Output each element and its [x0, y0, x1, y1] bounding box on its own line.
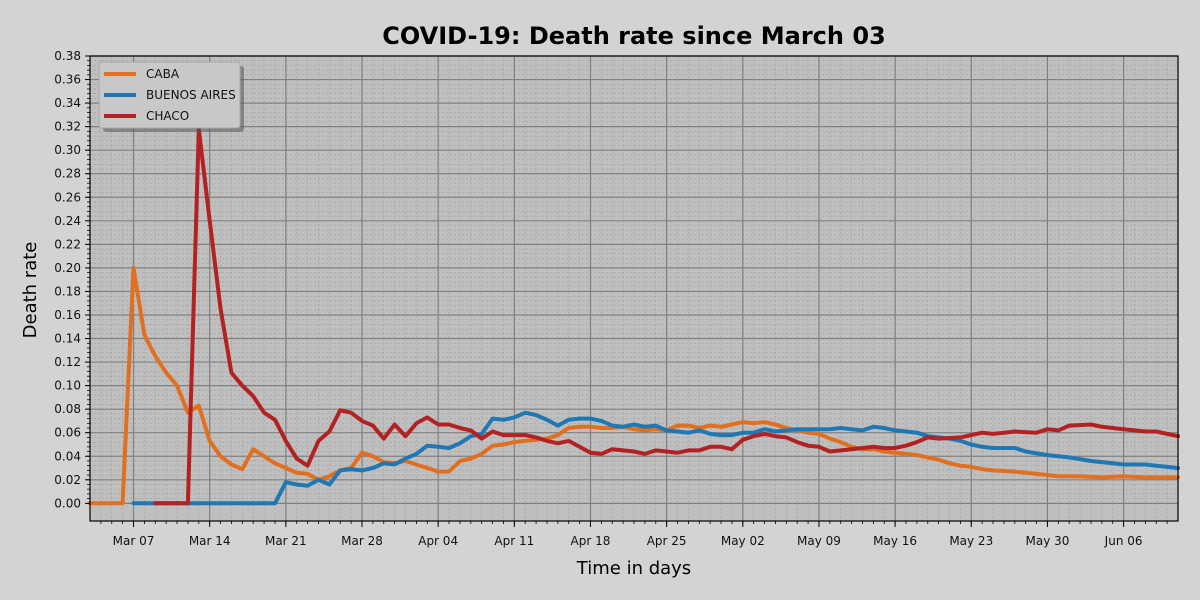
- y-tick-label: 0.20: [54, 261, 81, 275]
- x-tick-label: Mar 07: [113, 534, 155, 548]
- y-tick-label: 0.24: [54, 214, 81, 228]
- series-lines: [88, 127, 1180, 506]
- y-axis: 0.00 0.02 0.04 0.06 0.08 0.10 0.12 0.14 0.16 0.18…: [54, 49, 90, 510]
- x-tick-label: May 30: [1025, 534, 1069, 548]
- legend-label-chaco: CHACO: [146, 109, 189, 123]
- x-axis: Mar 07 Mar 14 Mar 21 Mar 28 Apr 04 Apr 11 Apr …: [100, 521, 1168, 548]
- x-tick-label: May 09: [797, 534, 841, 548]
- y-tick-label: 0.18: [54, 284, 81, 298]
- series-line-chaco: [153, 127, 1180, 506]
- chart-title: COVID-19: Death rate since March 03: [382, 22, 885, 50]
- x-tick-label: Jun 06: [1104, 534, 1143, 548]
- y-tick-label: 0.06: [54, 426, 81, 440]
- y-tick-label: 0.08: [54, 402, 81, 416]
- legend-box: [98, 61, 241, 129]
- y-tick-label: 0.04: [54, 449, 81, 463]
- y-tick-label: 0.16: [54, 308, 81, 322]
- series-line-caba: [88, 265, 1180, 506]
- y-tick-label: 0.36: [54, 73, 81, 87]
- series-line-buenos-aires: [131, 410, 1180, 506]
- legend-label-buenos-aires: BUENOS AIRES: [146, 88, 236, 102]
- x-tick-label: May 16: [873, 534, 917, 548]
- x-tick-label: Mar 21: [265, 534, 307, 548]
- y-tick-label: 0.12: [54, 355, 81, 369]
- y-tick-label: 0.02: [54, 473, 81, 487]
- x-tick-label: Apr 11: [494, 534, 534, 548]
- y-tick-label: 0.10: [54, 379, 81, 393]
- y-axis-label: Death rate: [20, 242, 41, 339]
- y-tick-label: 0.26: [54, 190, 81, 204]
- x-tick-label: Apr 18: [571, 534, 611, 548]
- y-tick-label: 0.14: [54, 332, 81, 346]
- legend: CABA BUENOS AIRES CHACO: [98, 61, 244, 132]
- x-tick-label: Apr 25: [647, 534, 687, 548]
- y-tick-label: 0.28: [54, 167, 81, 181]
- y-tick-label: 0.38: [54, 49, 81, 63]
- y-tick-label: 0.30: [54, 143, 81, 157]
- x-tick-label: May 23: [949, 534, 993, 548]
- legend-label-caba: CABA: [146, 67, 180, 81]
- y-tick-label: 0.32: [54, 120, 81, 134]
- x-tick-label: May 02: [721, 534, 765, 548]
- y-tick-label: 0.22: [54, 237, 81, 251]
- x-tick-label: Apr 04: [418, 534, 458, 548]
- y-tick-label: 0.34: [54, 96, 81, 110]
- x-tick-label: Mar 14: [189, 534, 231, 548]
- x-tick-label: Mar 28: [341, 534, 383, 548]
- y-tick-label: 0.00: [54, 496, 81, 510]
- x-axis-label: Time in days: [576, 558, 691, 579]
